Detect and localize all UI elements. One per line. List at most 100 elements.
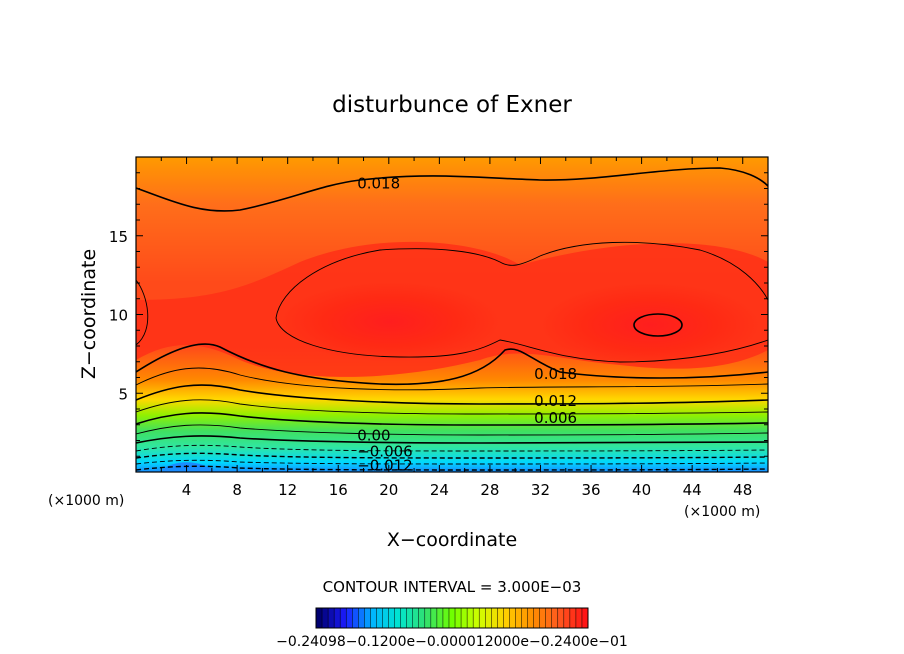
contour-lines: [136, 167, 768, 471]
colorbar-swatch: [340, 608, 347, 628]
contour-line-018-top: [136, 167, 768, 212]
contour-line-neg003: [136, 444, 768, 452]
core-right: [540, 283, 760, 367]
colorbar-swatch: [448, 608, 456, 628]
colorbar: [315, 608, 589, 628]
x-tick-label: 48: [733, 481, 752, 499]
contour-line-012: [136, 384, 768, 405]
x-tick-label: 36: [581, 481, 600, 499]
colorbar-swatch: [316, 608, 323, 628]
colorbar-swatch: [503, 608, 510, 628]
colorbar-swatch: [352, 608, 359, 628]
y-axis-label: Z−coordinate: [78, 249, 100, 379]
colorbar-swatch: [418, 608, 426, 628]
contour-line-max: [633, 313, 683, 337]
contour-label: 0.018: [534, 365, 577, 383]
contour-line-009: [136, 399, 768, 415]
y-tick-label: 10: [109, 307, 128, 325]
colorbar-swatch: [455, 608, 462, 628]
y-tick-label: 15: [109, 228, 128, 246]
x-tick-label: 24: [430, 481, 449, 499]
contour-line-neg009: [136, 459, 768, 465]
colorbar-swatch: [569, 608, 577, 628]
y-tick-label: 5: [118, 385, 128, 403]
colorbar-swatch: [581, 608, 589, 628]
colorbar-swatch: [491, 608, 498, 628]
contour-label: 0.012: [534, 392, 577, 410]
colorbar-swatch: [346, 608, 353, 628]
colorbar-frame: [315, 607, 589, 629]
colorbar-swatch: [328, 608, 335, 628]
colorbar-swatch: [575, 608, 583, 628]
colorbar-swatch: [515, 608, 523, 628]
contour-line-018-bottom: [136, 343, 768, 386]
contour-line-003: [136, 424, 768, 436]
colorbar-swatch: [509, 608, 516, 628]
colorbar-swatch: [551, 608, 559, 628]
x-tick-label: 28: [480, 481, 499, 499]
contour-line-neg006: [136, 452, 768, 459]
colorbar-swatch: [467, 608, 474, 628]
contour-line-000: [136, 435, 768, 444]
colorbar-swatch: [557, 608, 565, 628]
y-ticks: 5 10 15: [109, 172, 768, 457]
colorbar-swatch: [382, 608, 390, 628]
x-tick-label: 44: [683, 481, 702, 499]
colorbar-swatch: [430, 608, 438, 628]
colorbar-swatch: [539, 608, 547, 628]
x-tick-label: 8: [232, 481, 242, 499]
contour-label: 0.018: [357, 175, 400, 193]
x-tick-label: 4: [182, 481, 192, 499]
x-unit-right: (×1000 m): [684, 504, 760, 520]
colorbar-swatch: [497, 608, 504, 628]
colorbar-swatch: [334, 608, 341, 628]
contour-label: 0.00: [357, 427, 390, 445]
contour-line-006: [136, 412, 768, 426]
colorbar-swatch: [394, 608, 402, 628]
colorbar-swatch: [436, 608, 444, 628]
colorbar-swatch: [412, 608, 420, 628]
colorbar-swatch: [533, 608, 541, 628]
colorbar-swatch: [406, 608, 414, 628]
contour-label: 0.006: [534, 409, 577, 427]
colorbar-label: −0.24098−0.1200e−0.000012000e−0.2400e−01: [276, 634, 628, 650]
contour-line-neg012: [136, 465, 768, 471]
colorbar-swatch: [563, 608, 571, 628]
x-tick-label: 32: [531, 481, 550, 499]
colorbar-swatch: [322, 608, 329, 628]
x-tick-label: 12: [278, 481, 297, 499]
contour-label: −0.006: [357, 442, 413, 460]
x-axis-label: X−coordinate: [387, 529, 517, 551]
colorbar-swatch: [479, 608, 486, 628]
colorbar-swatch: [400, 608, 408, 628]
x-tick-label: 40: [632, 481, 651, 499]
contour-line-021b: [275, 317, 768, 363]
colorbar-swatch: [545, 608, 553, 628]
contour-label: −0.012: [357, 456, 413, 474]
core-left: [280, 282, 500, 362]
chart-title: disturbunce of Exner: [332, 92, 572, 118]
colorbar-swatch: [485, 608, 492, 628]
blue-minimum: [160, 462, 215, 472]
contour-line-015: [136, 367, 768, 391]
colorbar-swatch: [424, 608, 432, 628]
colorbar-swatch: [376, 608, 383, 628]
colorbar-swatch: [521, 608, 529, 628]
colorbar-swatch: [461, 608, 468, 628]
contour-line-021: [275, 241, 768, 319]
x-ticks: 4 8 12 16 20 24 28 32 36 40 44 48: [160, 157, 752, 499]
colorbar-swatch: [370, 608, 377, 628]
colorbar-swatch: [527, 608, 535, 628]
colorbar-swatch: [442, 608, 450, 628]
x-tick-label: 20: [379, 481, 398, 499]
colorbar-swatch: [473, 608, 480, 628]
contour-labels: 0.018 0.018 0.0120.006 0.00−0.006−0.012: [357, 175, 577, 475]
x-tick-label: 16: [329, 481, 348, 499]
contour-line-left-edge: [136, 279, 149, 346]
colorbar-swatch: [364, 608, 371, 628]
contour-interval-label: CONTOUR INTERVAL = 3.000E−03: [323, 578, 582, 596]
colorbar-swatch: [358, 608, 365, 628]
x-unit-left: (×1000 m): [48, 493, 124, 509]
colorbar-swatch: [388, 608, 396, 628]
